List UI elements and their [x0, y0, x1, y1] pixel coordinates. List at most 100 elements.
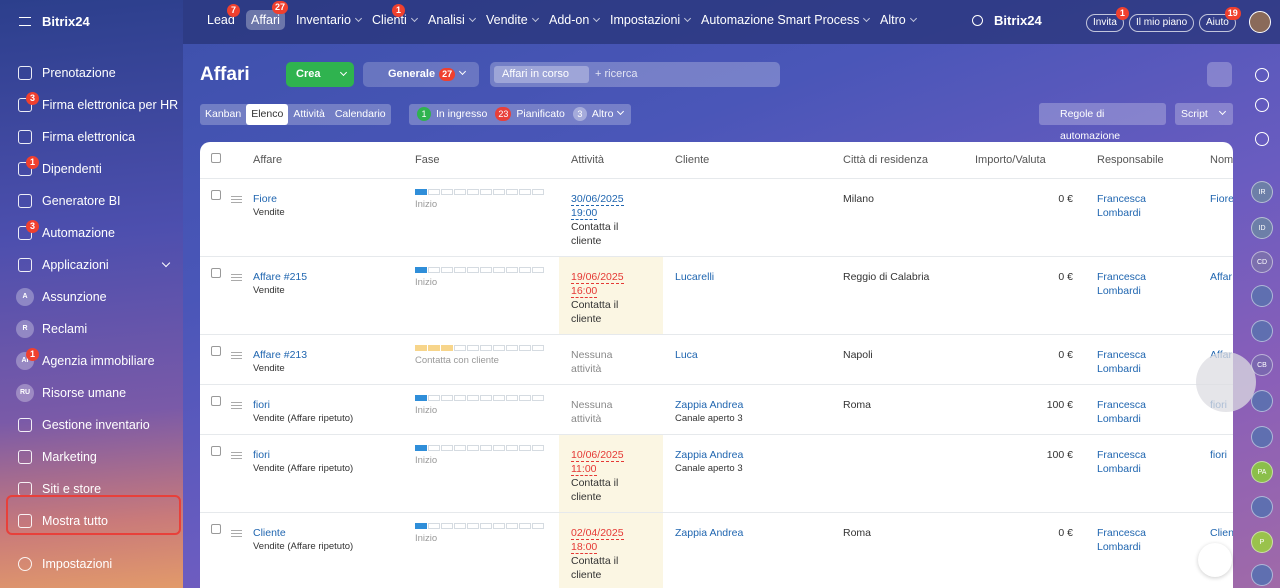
- rail-avatar[interactable]: [1251, 285, 1273, 307]
- stage-bar[interactable]: [415, 344, 559, 354]
- nav-item[interactable]: Affari 27: [246, 1, 289, 30]
- sidebar-item[interactable]: RU Risorse umane: [0, 381, 183, 405]
- menu-icon[interactable]: [19, 17, 31, 26]
- rail-avatar[interactable]: [1251, 390, 1273, 412]
- stage-bar[interactable]: [415, 266, 559, 276]
- sidebar-item[interactable]: A Assunzione: [0, 285, 183, 309]
- owner[interactable]: Francesca Lombardi: [1097, 526, 1147, 553]
- rail-icon[interactable]: [1255, 98, 1269, 112]
- top-button[interactable]: Invita 1: [1086, 7, 1129, 32]
- deal-name[interactable]: Cliente: [253, 526, 286, 539]
- rail-avatar[interactable]: [1251, 496, 1273, 518]
- view-tab[interactable]: Kanban: [205, 108, 242, 120]
- filter-chip[interactable]: Affari in corso: [494, 66, 590, 83]
- nav-item[interactable]: Automazione Smart Process: [701, 13, 871, 27]
- list-button[interactable]: [1198, 543, 1232, 577]
- nav-item[interactable]: Clienti 1: [372, 4, 418, 27]
- activity-date[interactable]: 10/06/2025: [571, 448, 624, 462]
- checkbox[interactable]: [211, 523, 221, 534]
- nav-item[interactable]: Analisi: [428, 13, 476, 27]
- rail-avatar[interactable]: PA: [1251, 461, 1273, 483]
- stage-bar[interactable]: [415, 444, 559, 454]
- rail-avatar[interactable]: ID: [1251, 217, 1273, 239]
- client[interactable]: Luca: [675, 348, 698, 361]
- activity-time[interactable]: 18:00: [571, 540, 598, 554]
- owner[interactable]: Francesca Lombardi: [1097, 270, 1147, 297]
- stage-bar[interactable]: [415, 522, 559, 532]
- scroll-right[interactable]: [1196, 352, 1256, 412]
- client[interactable]: Lucarelli: [675, 270, 715, 283]
- sidebar-item[interactable]: Firma elettronica: [0, 125, 183, 149]
- stage-bar[interactable]: [415, 394, 559, 404]
- activity-date[interactable]: 30/06/2025: [571, 192, 624, 206]
- nav-item[interactable]: Add-on: [549, 13, 601, 27]
- activity-date[interactable]: 19/06/2025: [571, 270, 624, 284]
- sidebar-item[interactable]: Impostazioni: [0, 552, 183, 576]
- sidebar-item[interactable]: Marketing: [0, 445, 183, 469]
- view-tab[interactable]: Attività: [293, 108, 325, 120]
- activity-time[interactable]: 19:00: [571, 206, 598, 220]
- stage-bar[interactable]: [415, 188, 559, 198]
- script-button[interactable]: Script: [1175, 103, 1233, 125]
- sidebar-item[interactable]: Gestione inventario: [0, 413, 183, 437]
- counter[interactable]: 3 Altro: [569, 104, 628, 125]
- checkbox[interactable]: [211, 153, 221, 164]
- sidebar-item[interactable]: AI Agenzia immobiliare 1: [0, 348, 183, 373]
- nav-item[interactable]: Inventario: [296, 13, 362, 27]
- view-tab[interactable]: Elenco: [246, 104, 289, 125]
- sidebar-item[interactable]: Mostra tutto: [0, 509, 183, 533]
- activity-date[interactable]: 02/04/2025: [571, 526, 624, 540]
- user-avatar[interactable]: [1249, 11, 1271, 33]
- owner[interactable]: Francesca Lombardi: [1097, 192, 1147, 219]
- checkbox[interactable]: [211, 267, 221, 278]
- sidebar-item[interactable]: Generatore BI: [0, 189, 183, 213]
- sidebar-item[interactable]: Dipendenti 1: [0, 156, 183, 181]
- owner[interactable]: Francesca Lombardi: [1097, 348, 1147, 375]
- deal-name[interactable]: fiori: [253, 398, 270, 411]
- checkbox[interactable]: [211, 345, 221, 356]
- top-button[interactable]: Aiuto 19: [1199, 7, 1241, 32]
- column-header[interactable]: Cliente: [663, 142, 843, 179]
- sidebar-item[interactable]: Prenotazione: [0, 61, 183, 85]
- search-icon[interactable]: [972, 15, 983, 26]
- top-button[interactable]: Il mio piano: [1129, 14, 1195, 32]
- owner[interactable]: Francesca Lombardi: [1097, 448, 1147, 475]
- deal-name[interactable]: fiori: [253, 448, 270, 461]
- rail-avatar[interactable]: IR: [1251, 181, 1273, 203]
- deal-name[interactable]: Fiore: [253, 192, 277, 205]
- deal-name[interactable]: Affare #213: [253, 348, 308, 361]
- rail-avatar[interactable]: CB: [1251, 354, 1273, 376]
- activity-time[interactable]: 11:00: [571, 462, 597, 476]
- rail-avatar[interactable]: [1251, 320, 1273, 342]
- nav-item[interactable]: Impostazioni: [610, 13, 692, 27]
- rail-icon[interactable]: [1255, 132, 1269, 146]
- column-header[interactable]: Responsabile: [1085, 142, 1198, 179]
- checkbox[interactable]: [211, 189, 221, 200]
- column-header[interactable]: Attività: [559, 142, 663, 179]
- sidebar-item[interactable]: Applicazioni: [0, 253, 183, 277]
- view-tab[interactable]: Calendario: [334, 108, 386, 120]
- rail-avatar[interactable]: P: [1251, 531, 1273, 553]
- deal-name[interactable]: Affare #215: [253, 270, 308, 283]
- client[interactable]: Zappia Andrea: [675, 526, 744, 539]
- column-header[interactable]: Importo/Valuta: [975, 142, 1085, 179]
- rail-avatar[interactable]: CD: [1251, 251, 1273, 273]
- rail-icon[interactable]: [1255, 68, 1269, 82]
- owner[interactable]: Francesca Lombardi: [1097, 398, 1147, 425]
- category-button[interactable]: Generale 27: [363, 62, 479, 87]
- activity-time[interactable]: 16:00: [571, 284, 598, 298]
- client[interactable]: Zappia Andrea: [675, 398, 744, 411]
- column-header[interactable]: Fase: [415, 142, 559, 179]
- rail-avatar[interactable]: [1251, 564, 1273, 586]
- nav-item[interactable]: Vendite: [486, 13, 539, 27]
- nav-item[interactable]: Altro: [880, 13, 917, 27]
- client[interactable]: Zappia Andrea: [675, 448, 744, 461]
- sidebar-item[interactable]: Firma elettronica per HR 3: [0, 92, 183, 117]
- column-header[interactable]: Affare: [253, 142, 415, 179]
- create-button[interactable]: Crea: [286, 62, 354, 87]
- checkbox[interactable]: [211, 445, 221, 456]
- sidebar-item[interactable]: Automazione 3: [0, 220, 183, 245]
- settings-button[interactable]: [1207, 62, 1232, 87]
- column-header[interactable]: Nom: [1198, 142, 1233, 179]
- column-header[interactable]: Città di residenza: [843, 142, 975, 179]
